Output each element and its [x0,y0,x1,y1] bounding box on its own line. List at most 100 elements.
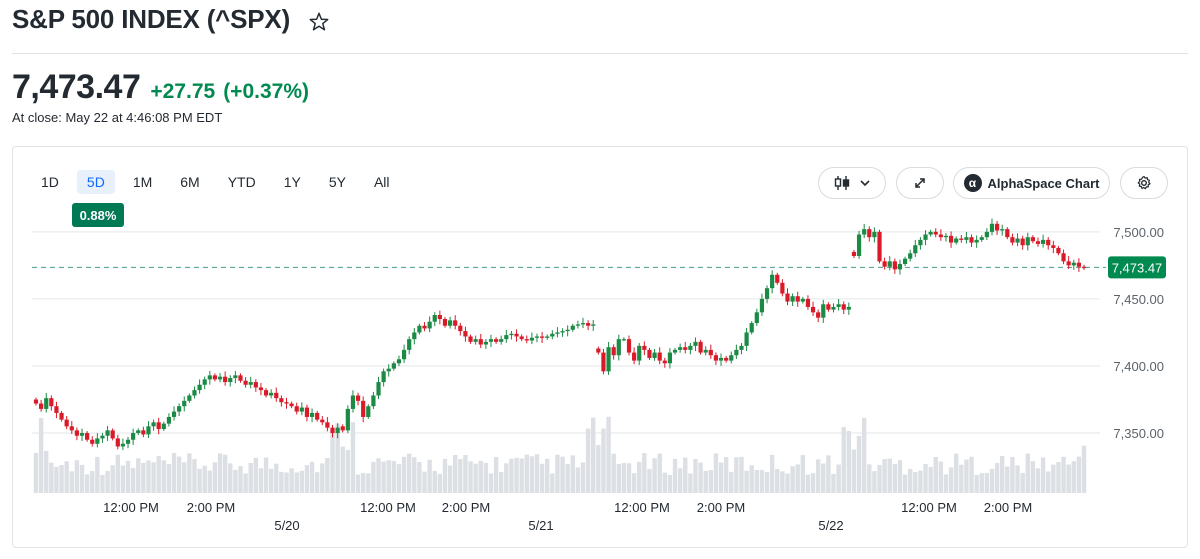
volume-bar [964,459,969,493]
candle [493,339,499,342]
candle [810,306,816,313]
candle [713,355,719,361]
volume-bar [979,473,984,493]
volume-bar [233,469,238,493]
candle [826,304,831,310]
candle [770,274,775,289]
candle [570,325,575,330]
chart-type-button[interactable] [818,167,886,199]
volume-bar [948,467,954,493]
volume-bar [320,463,325,493]
volume-bar [453,454,458,493]
volume-bar [672,458,678,493]
volume-bar [314,472,320,493]
candle [560,331,565,333]
volume-bar [851,449,857,493]
candle [718,357,724,361]
volume-bar [335,423,340,493]
candle [427,321,432,329]
volume-bar [693,458,698,493]
candle [1025,237,1030,246]
volume-bar [570,455,575,493]
candle [1035,241,1041,244]
volume-bar [105,470,110,493]
volume-bar [115,454,120,493]
volume-bar [156,455,161,493]
candle [862,229,867,235]
volume-bar [340,446,345,493]
volume-bar [841,427,846,493]
volume-bar [1005,466,1010,493]
star-icon[interactable] [308,11,330,33]
candle [529,337,534,341]
candle [69,426,74,431]
tab-5y[interactable]: 5Y [328,174,346,190]
alphaspace-chart-button[interactable]: α AlphaSpace Chart [953,167,1110,199]
volume-bar [683,457,688,493]
expand-button[interactable] [896,167,944,199]
tab-1m[interactable]: 1M [132,174,153,190]
volume-bar [907,468,913,493]
volume-bar [401,456,407,493]
candle [115,438,120,447]
candle [805,298,811,307]
candle [928,231,933,235]
candle [1000,229,1005,231]
volume-bar [120,465,126,493]
candle [202,379,207,385]
price-label-badge [1108,256,1166,279]
candle [662,360,667,364]
volume-bar [1046,471,1051,493]
candle [872,231,877,238]
volume-bar [1015,465,1020,493]
tab-6m[interactable]: 6M [180,174,200,190]
candle [447,320,453,326]
candle [294,406,299,412]
candle [269,392,274,396]
volume-bar [953,453,959,493]
tab-all[interactable]: All [373,174,390,190]
tab-1y[interactable]: 1Y [283,174,301,190]
candle [918,239,923,246]
x-tick-label: 5/20 [274,518,299,533]
candle [989,223,995,232]
candle [877,231,882,262]
volume-bar [437,474,443,493]
candle [969,237,974,243]
volume-bar [74,460,80,493]
volume-bar [274,463,279,493]
volume-bar [182,462,187,493]
settings-button[interactable] [1120,167,1168,199]
candle [504,335,509,340]
volume-bar [1010,456,1015,493]
candle [790,296,795,302]
volume-bar [422,471,427,493]
chart-card [12,146,1188,548]
candle [309,412,315,417]
candle [335,427,340,434]
tab-1d[interactable]: 1D [41,174,59,190]
volume-bar [621,463,627,493]
x-tick-label: 12:00 PM [901,500,957,515]
candle [177,406,182,412]
candle [243,380,248,385]
candle [483,341,488,345]
candle [1071,262,1076,266]
candle [856,234,862,256]
candle [100,435,105,439]
candle [749,323,754,333]
volume-bar [959,464,964,493]
x-tick-label: 5/22 [818,518,843,533]
y-tick-label: 7,450.00 [1113,292,1164,307]
volume-bar [202,465,207,493]
tab-ytd[interactable]: YTD [227,174,256,190]
candle [85,433,90,440]
tab-5d[interactable]: 5D [76,170,115,194]
volume-bar [1000,456,1005,493]
volume-bar [243,473,248,493]
volume-bar [371,461,376,493]
candle [279,398,284,403]
candle [79,433,85,436]
price-change: +27.75 [150,80,216,103]
